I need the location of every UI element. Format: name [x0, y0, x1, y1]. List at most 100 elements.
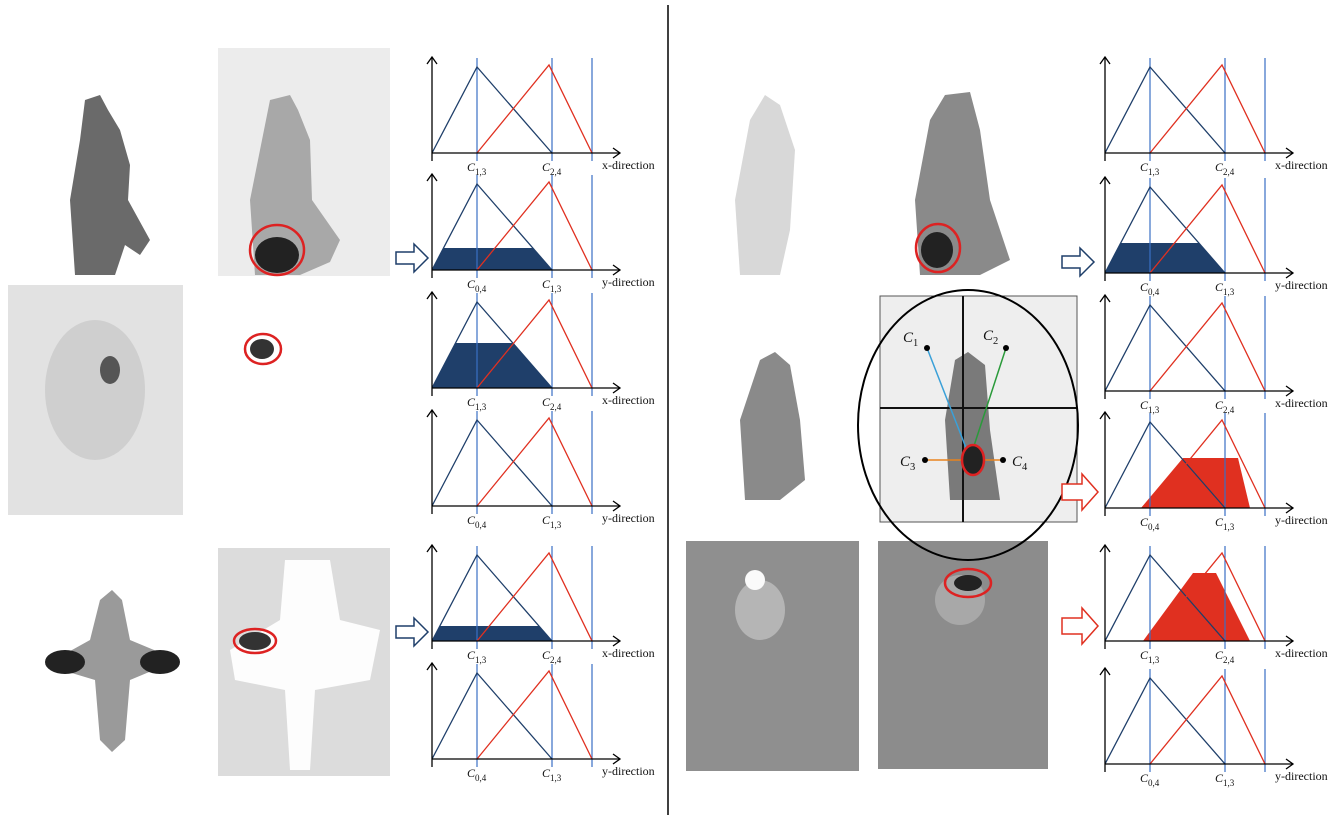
arrow: [396, 244, 428, 272]
blob: [140, 650, 180, 674]
triangle: [1150, 676, 1265, 764]
label-subscript: 1,3: [1148, 167, 1160, 177]
fill-region: [1105, 243, 1225, 273]
axis-title: y-direction: [1275, 278, 1328, 292]
label: C1,3: [467, 160, 487, 177]
silhouette: [735, 95, 795, 275]
fill-region: [1141, 458, 1250, 508]
label-subscript: 1,3: [1148, 655, 1160, 665]
membership-plot: C1,3 C2,4 x-direction: [1100, 295, 1328, 415]
point: [1003, 345, 1009, 351]
blob: [45, 320, 145, 460]
triangle: [477, 671, 592, 759]
label-subscript: 1,3: [1223, 522, 1235, 532]
blob: [255, 237, 299, 273]
image: [686, 541, 859, 771]
label: C1,3: [542, 766, 562, 783]
label: C2,4: [1215, 160, 1235, 177]
label: C2,4: [1215, 398, 1235, 415]
point: [1000, 457, 1006, 463]
label: C1,3: [542, 277, 562, 294]
silhouette: [740, 352, 805, 500]
label: C2,4: [542, 395, 562, 412]
label: C0,4: [1140, 771, 1160, 788]
label-subscript: 2,4: [550, 402, 562, 412]
membership-plot: C1,3 C2,4 x-direction: [427, 57, 655, 177]
arrow: [1062, 248, 1094, 276]
label: C1,3: [1215, 515, 1235, 532]
membership-plot: C0,4C1,3y-direction: [1100, 177, 1328, 297]
axis-title: x-direction: [602, 646, 655, 660]
axis-title: y-direction: [602, 764, 655, 778]
label-subscript: 3: [910, 462, 915, 473]
blob: [45, 650, 85, 674]
triangle: [1105, 67, 1225, 153]
label-subscript: 2,4: [1223, 167, 1235, 177]
triangle: [477, 418, 592, 506]
label-subscript: 0,4: [475, 520, 487, 530]
blob: [954, 575, 982, 591]
triangle: [1105, 678, 1225, 764]
axis-title: x-direction: [602, 158, 655, 172]
blob: [921, 232, 953, 268]
label-subscript: 2,4: [550, 655, 562, 665]
axis-title: y-direction: [1275, 769, 1328, 783]
axis-title: y-direction: [602, 275, 655, 289]
label-subscript: 0,4: [475, 284, 487, 294]
label: C1,3: [1140, 648, 1160, 665]
triangle: [432, 673, 552, 759]
blob: [735, 580, 785, 640]
membership-plot: C0,4 C1,3 y-direction: [427, 663, 655, 783]
axis-title: x-direction: [1275, 396, 1328, 410]
blob: [239, 632, 271, 650]
label: C0,4: [467, 513, 487, 530]
blob: [100, 356, 120, 384]
label-subscript: 0,4: [1148, 287, 1160, 297]
label-subscript: 4: [1022, 462, 1028, 473]
label-subscript: 1,3: [475, 655, 487, 665]
blob: [745, 570, 765, 590]
highlight: [962, 445, 984, 475]
label: C2,4: [1215, 648, 1235, 665]
triangle: [432, 420, 552, 506]
label-subscript: 2: [993, 336, 998, 347]
label-subscript: 1,3: [1223, 778, 1235, 788]
membership-plot: C1,3C2,4x-direction: [1100, 57, 1328, 177]
label-subscript: 1,3: [1223, 287, 1235, 297]
membership-plot: C0,4 C1,3 y-direction: [1100, 668, 1328, 788]
axis-title: x-direction: [1275, 646, 1328, 660]
membership-plot: C1,3 C2,4 x-direction: [427, 545, 655, 665]
label: C0,4: [1140, 280, 1160, 297]
label: C0,4: [467, 277, 487, 294]
label-subscript: 0,4: [1148, 778, 1160, 788]
triangle: [1105, 305, 1225, 391]
label-subscript: 1,3: [550, 773, 562, 783]
silhouette: [70, 95, 150, 275]
triangle: [1150, 303, 1265, 391]
triangle: [477, 65, 592, 153]
label: C0,4: [467, 766, 487, 783]
label: C2,4: [542, 160, 562, 177]
label: C0,4: [1140, 515, 1160, 532]
label: C1,3: [1215, 771, 1235, 788]
fill-region: [432, 626, 552, 641]
label: C1,3: [467, 648, 487, 665]
membership-plot: C0,4 C1,3 y-direction: [427, 174, 655, 294]
arrow: [1062, 608, 1098, 644]
label-subscript: 1,3: [475, 402, 487, 412]
membership-plot: C1,3 C2,4 x-direction: [1100, 545, 1328, 665]
membership-plot: C0,4 C1,3 y-direction: [1100, 412, 1328, 532]
label: C1,3: [467, 395, 487, 412]
figure: C1,3 C2,4 x-direction C0,4 C1,3 y-direction C1…: [0, 0, 1337, 817]
point: [922, 457, 928, 463]
grid-image: [858, 290, 1078, 560]
label-subscript: 1,3: [550, 520, 562, 530]
label: C2,4: [542, 648, 562, 665]
label-subscript: 0,4: [1148, 522, 1160, 532]
label-subscript: 2,4: [1223, 655, 1235, 665]
label: C1,3: [1140, 398, 1160, 415]
point: [924, 345, 930, 351]
label-subscript: 1,3: [550, 284, 562, 294]
axis-title: y-direction: [1275, 513, 1328, 527]
blob: [250, 339, 274, 359]
